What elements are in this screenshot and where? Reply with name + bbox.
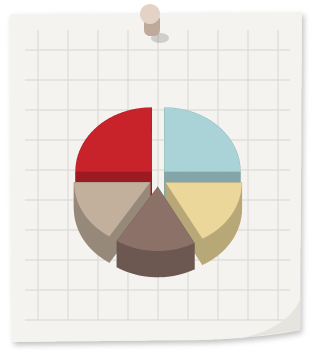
illustration: [0, 0, 313, 358]
slice-side: [139, 249, 142, 276]
slice-side: [208, 234, 211, 262]
slice-side: [165, 250, 168, 276]
slice-side: [91, 222, 93, 250]
slice-side: [211, 232, 214, 260]
slice-side: [221, 224, 223, 252]
slice-side: [219, 227, 221, 255]
slice-side: [182, 247, 185, 274]
slice-side: [175, 249, 178, 276]
slice-side: [172, 249, 175, 276]
slice-side: [205, 236, 208, 264]
slice-side: [185, 246, 188, 273]
slice-side: [169, 250, 172, 276]
page: (() => { const data = JSON.parse(documen…: [0, 0, 320, 358]
slice-side: [223, 222, 225, 250]
slice-side: [214, 230, 217, 258]
slice-side: [202, 237, 205, 264]
slice-side: [97, 228, 99, 256]
slice-side: [95, 226, 97, 254]
paper: [10, 12, 302, 342]
slice-side: [135, 248, 138, 275]
slice-side: [155, 251, 158, 277]
slice-side: [104, 233, 107, 261]
note-paper: [10, 12, 302, 342]
slice-side: [99, 230, 101, 258]
slice-side: [93, 224, 95, 252]
slice-side: [159, 251, 162, 277]
slice-side: [152, 251, 155, 277]
slice-side: [188, 244, 191, 271]
slice-side: [179, 248, 182, 275]
slice-side: [142, 250, 145, 277]
slice-side: [225, 220, 227, 248]
slice-side: [107, 235, 110, 262]
slice-side: [149, 251, 152, 277]
pin-head: [140, 4, 160, 24]
slice-side: [216, 229, 218, 257]
slice-side: [132, 247, 135, 274]
slice-side: [102, 232, 104, 260]
slice-side: [145, 250, 148, 276]
slice-side: [162, 251, 165, 277]
slice-side: [191, 243, 194, 270]
